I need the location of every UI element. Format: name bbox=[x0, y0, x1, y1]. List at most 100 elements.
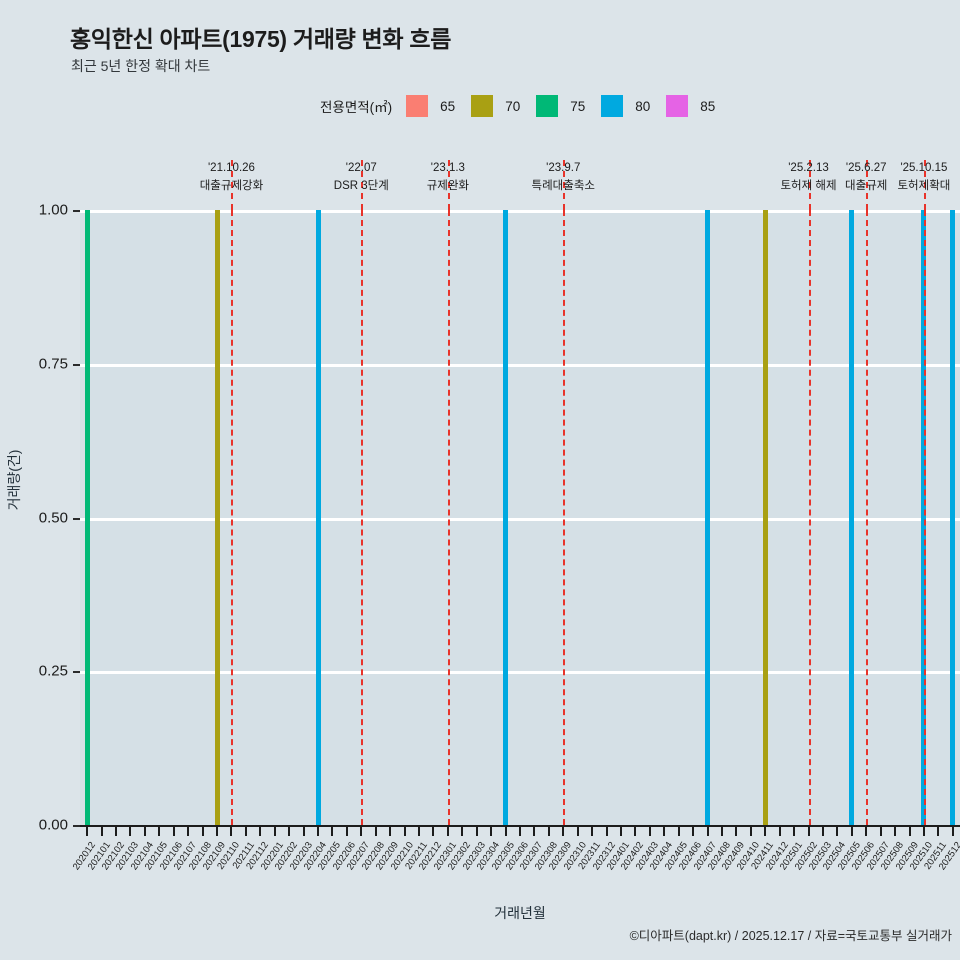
event-vline bbox=[923, 210, 926, 825]
event-vline-stub bbox=[563, 160, 566, 210]
x-tick-mark bbox=[562, 827, 565, 836]
x-tick-mark bbox=[749, 827, 752, 836]
x-tick-mark bbox=[591, 827, 594, 836]
x-tick-mark bbox=[389, 827, 392, 836]
x-tick-mark bbox=[143, 827, 146, 836]
footer-credit: ©디아파트(dapt.kr) / 2025.12.17 / 자료=국토교통부 실… bbox=[629, 929, 952, 943]
annotation-5: '25.2.13 토허제 해제 bbox=[780, 160, 836, 196]
legend-item-75[interactable]: 75 bbox=[536, 95, 585, 117]
event-vline bbox=[563, 210, 566, 825]
gridline bbox=[80, 363, 960, 367]
legend-item-65[interactable]: 65 bbox=[406, 95, 455, 117]
x-tick-mark bbox=[908, 827, 911, 836]
x-tick-mark bbox=[735, 827, 738, 836]
x-tick-mark bbox=[519, 827, 521, 836]
event-vline-stub bbox=[808, 160, 811, 210]
gridline bbox=[80, 517, 960, 521]
x-tick-mark bbox=[865, 827, 868, 836]
x-tick-mark bbox=[446, 827, 449, 836]
legend-label-75: 75 bbox=[570, 98, 586, 114]
y-tick-label: 1.00 bbox=[38, 201, 68, 219]
annotation-text: 토허제 해제 bbox=[780, 179, 837, 192]
annotation-4: '23.9.7 특례대출축소 bbox=[532, 160, 595, 196]
annotation-text: 대출규제강화 bbox=[199, 179, 264, 192]
y-tick-label: 0.50 bbox=[38, 509, 68, 526]
x-tick-mark bbox=[836, 827, 839, 836]
x-tick-mark bbox=[288, 827, 291, 836]
annotation-1: '21.10.26 대출규제강화 bbox=[200, 160, 263, 196]
x-tick-mark bbox=[461, 827, 464, 836]
x-tick-mark bbox=[360, 827, 363, 836]
x-tick-mark bbox=[172, 827, 175, 836]
x-tick-mark bbox=[273, 827, 276, 836]
annotation-date: '21.10.26 bbox=[207, 162, 255, 174]
x-tick-mark bbox=[619, 827, 622, 836]
x-tick-mark bbox=[850, 827, 853, 836]
annotation-date: '22.07 bbox=[345, 162, 377, 174]
x-tick-mark bbox=[129, 827, 132, 836]
x-tick-mark bbox=[720, 827, 723, 836]
annotation-date: '25.10.15 bbox=[900, 162, 948, 174]
legend: 전용면적(㎡) 65 70 75 80 85 bbox=[320, 95, 731, 117]
x-tick-mark bbox=[331, 827, 334, 836]
gridline bbox=[80, 210, 960, 213]
legend-swatch-85 bbox=[666, 95, 689, 117]
legend-label-85: 85 bbox=[700, 98, 716, 114]
event-vline-stub bbox=[231, 160, 234, 210]
legend-item-85[interactable]: 85 bbox=[666, 95, 715, 117]
annotation-text: 특례대출축소 bbox=[531, 179, 596, 192]
x-tick-mark bbox=[418, 827, 421, 836]
annotation-7: '25.10.15 토허제확대 bbox=[897, 160, 950, 196]
x-tick-mark bbox=[100, 827, 103, 836]
event-vline-stub bbox=[361, 160, 364, 210]
y-tick-mark bbox=[73, 363, 80, 366]
chart-subtitle: 최근 5년 한정 확대 차트 bbox=[71, 58, 211, 74]
x-tick-mark bbox=[345, 827, 348, 836]
bar bbox=[705, 210, 711, 825]
legend-item-70[interactable]: 70 bbox=[471, 95, 520, 117]
legend-label-65: 65 bbox=[440, 98, 456, 114]
annotation-3: '23.1.3 규제완화 bbox=[427, 160, 469, 196]
x-tick-mark bbox=[951, 827, 954, 836]
x-tick-mark bbox=[432, 827, 435, 836]
y-tick-mark bbox=[73, 825, 80, 827]
bar bbox=[849, 210, 855, 825]
x-tick-mark bbox=[793, 827, 796, 836]
legend-swatch-65 bbox=[406, 95, 429, 117]
x-tick-mark bbox=[86, 827, 89, 836]
x-tick-mark bbox=[374, 827, 377, 836]
legend-swatch-80 bbox=[601, 95, 624, 117]
y-tick-label: 0.75 bbox=[38, 355, 68, 373]
bar bbox=[315, 210, 321, 825]
gridline bbox=[80, 671, 960, 675]
legend-item-80[interactable]: 80 bbox=[601, 95, 650, 117]
x-tick-mark bbox=[216, 827, 219, 836]
event-vline bbox=[361, 210, 364, 825]
y-tick-mark bbox=[73, 671, 80, 674]
x-tick-mark bbox=[547, 827, 550, 836]
bar bbox=[84, 210, 90, 825]
legend-swatch-70 bbox=[471, 95, 494, 117]
annotation-6: '25.6.27 대출규제 bbox=[845, 160, 887, 196]
x-tick-mark bbox=[302, 827, 305, 836]
annotation-date: '25.2.13 bbox=[788, 162, 829, 174]
event-vline bbox=[808, 210, 811, 825]
legend-items: 65 70 75 80 85 bbox=[406, 95, 731, 117]
event-vline bbox=[866, 210, 869, 825]
legend-label-80: 80 bbox=[635, 98, 651, 114]
y-tick-mark bbox=[73, 517, 80, 520]
annotation-date: '23.9.7 bbox=[546, 162, 581, 174]
annotation-date: '23.1.3 bbox=[430, 162, 465, 174]
x-tick-mark bbox=[648, 827, 651, 836]
event-vline-stub bbox=[866, 160, 869, 210]
x-tick-mark bbox=[244, 827, 247, 836]
event-vline-stub bbox=[923, 160, 926, 210]
x-axis-line bbox=[80, 825, 960, 827]
x-tick-mark bbox=[605, 827, 608, 836]
x-tick-mark bbox=[158, 827, 161, 836]
x-tick-mark bbox=[937, 827, 940, 836]
legend-title: 전용면적(㎡) bbox=[320, 100, 393, 115]
plot-area bbox=[80, 210, 960, 825]
annotation-text: 규제완화 bbox=[426, 179, 470, 192]
